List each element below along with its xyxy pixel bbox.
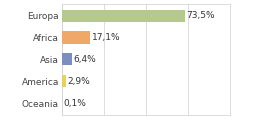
- Bar: [62, 53, 72, 65]
- Text: 17,1%: 17,1%: [92, 33, 120, 42]
- Text: 2,9%: 2,9%: [68, 77, 90, 86]
- Bar: [62, 75, 66, 87]
- Text: 73,5%: 73,5%: [186, 11, 215, 20]
- Text: 0,1%: 0,1%: [63, 99, 86, 108]
- Bar: [62, 10, 185, 22]
- Bar: [62, 31, 90, 44]
- Text: 6,4%: 6,4%: [74, 55, 96, 64]
